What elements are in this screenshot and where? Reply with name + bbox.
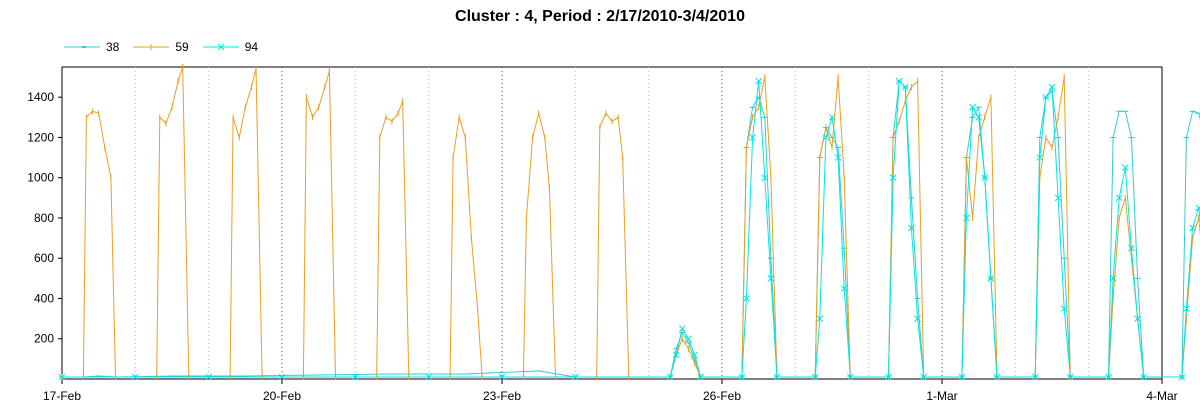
plot-frame: [61, 66, 1163, 380]
legend: 38 59 94: [64, 40, 258, 54]
series-point-94: [1128, 244, 1135, 252]
series-point-94: [697, 373, 704, 381]
series-point-94: [840, 285, 848, 292]
y-tick-label: 200: [34, 332, 54, 346]
series-point-94: [685, 335, 692, 343]
series-point-94: [969, 103, 976, 111]
y-tick-label: 400: [34, 291, 54, 305]
legend-swatch-38: [64, 46, 100, 48]
legend-swatch-59: [133, 44, 170, 50]
series-point-94: [1031, 373, 1039, 381]
chart-title: Cluster : 4, Period : 2/17/2010-3/4/2010: [455, 8, 745, 25]
x-tick-label: 17-Feb: [43, 389, 81, 403]
series-point-94: [743, 295, 750, 302]
series-point-94: [738, 373, 746, 381]
series-point-94: [1115, 194, 1123, 202]
series-point-94: [1189, 224, 1196, 232]
series-point-94: [755, 77, 763, 85]
series-point-94: [498, 373, 506, 381]
series-point-94: [773, 373, 781, 381]
series-point-94: [975, 113, 983, 121]
series-point-94: [1060, 305, 1068, 312]
series-point-94: [666, 373, 674, 381]
series-point-94: [914, 315, 921, 322]
legend-swatch-94: [202, 43, 239, 51]
series-point-94: [1042, 93, 1050, 101]
y-tick-label: 1400: [27, 90, 54, 104]
x-tick-label: 4-Mar: [1146, 389, 1177, 403]
series-point-94: [889, 174, 897, 182]
series-point-94: [1140, 373, 1148, 381]
series-point-94: [1105, 373, 1112, 381]
series-line-59: [62, 66, 1200, 378]
series-point-94: [749, 134, 756, 141]
series-point-94: [958, 373, 966, 381]
y-tick-label: 800: [34, 211, 54, 225]
series-point-94: [885, 373, 892, 381]
series-point-94: [811, 373, 819, 381]
y-tick-label: 600: [34, 251, 54, 265]
x-tick-label: 23-Feb: [483, 389, 521, 403]
series-point-94: [425, 373, 433, 381]
series-point-94: [1121, 164, 1129, 171]
x-tick-label: 26-Feb: [703, 389, 741, 403]
series-point-94: [1066, 373, 1074, 381]
series-point-94: [571, 373, 579, 381]
series-point-94: [1109, 275, 1117, 282]
series-point-94: [205, 373, 213, 381]
series-point-94: [761, 174, 769, 182]
series-point-94: [131, 373, 139, 381]
legend-item-38: 38: [64, 40, 119, 54]
series-point-94: [767, 275, 775, 282]
series-point-94: [828, 113, 836, 121]
series-point-94: [981, 174, 989, 182]
series-point-94: [1054, 194, 1062, 202]
series-point-94: [920, 373, 928, 381]
series-point-94: [1178, 373, 1186, 381]
series-point-94: [1048, 83, 1056, 91]
series-point-94: [816, 315, 824, 322]
legend-label-59: 59: [175, 40, 189, 54]
series-point-94: [1036, 154, 1044, 161]
series-point-94: [895, 77, 903, 85]
legend-item-59: 59: [133, 40, 189, 54]
legend-label-94: 94: [244, 40, 259, 54]
series-point-94: [1134, 315, 1141, 322]
series-point-94: [672, 351, 680, 359]
series-point-94: [691, 351, 698, 359]
series-point-94: [278, 373, 286, 381]
series-point-94: [834, 154, 842, 161]
x-tick-label: 20-Feb: [263, 389, 301, 403]
series-point-94: [908, 224, 915, 232]
series-point-94: [846, 373, 854, 381]
series-point-94: [1183, 305, 1190, 312]
series-point-94: [58, 373, 66, 381]
series-point-94: [901, 83, 909, 91]
series-point-94: [963, 214, 970, 222]
series-point-94: [993, 373, 1001, 381]
series-point-94: [678, 325, 686, 333]
series-point-94: [822, 134, 830, 141]
x-tick-label: 1-Mar: [926, 389, 957, 403]
y-tick-label: 1000: [27, 171, 54, 185]
series-point-94: [1195, 204, 1200, 212]
legend-label-38: 38: [106, 40, 120, 54]
y-tick-label: 1200: [27, 130, 54, 144]
legend-item-94: 94: [202, 40, 259, 54]
series-point-94: [987, 275, 995, 282]
series-point-94: [351, 373, 359, 381]
